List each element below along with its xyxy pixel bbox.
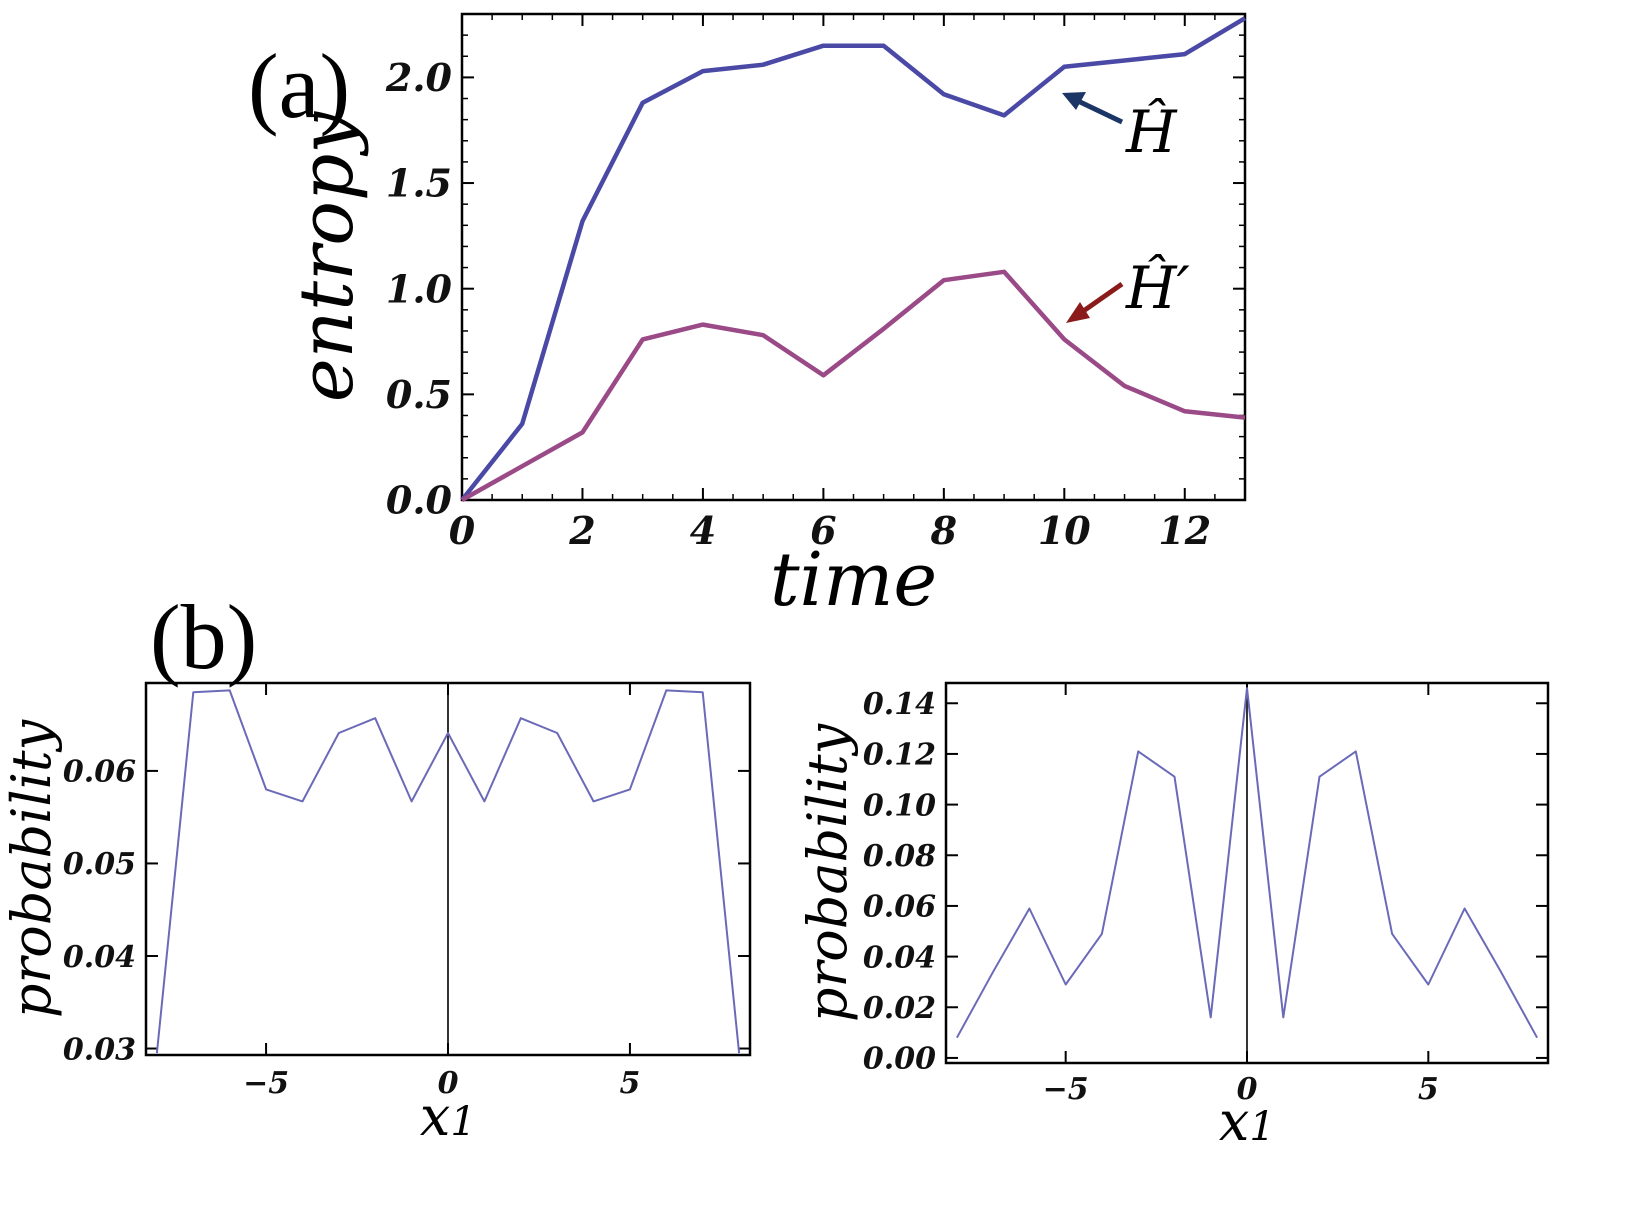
- x-tick-label: 4: [690, 508, 716, 553]
- x-tick-label: 0: [1237, 1072, 1258, 1107]
- y-tick-label: 0.0: [386, 478, 453, 523]
- series-line-1: [155, 689, 741, 1054]
- series-line-2: [460, 269, 1246, 502]
- x-tick-label: 12: [1158, 508, 1211, 553]
- x-tick-label: 10: [1038, 508, 1091, 553]
- probability-chart-right: −5 0 5 0.00 0.02 0.04 0.06 0.08 0.10 0.12 0.14 x1 pr…: [796, 681, 1550, 1153]
- x-tick-label: 2: [568, 508, 595, 553]
- y-tick-label: 0.00: [863, 1042, 936, 1077]
- y-tick-label: 0.14: [863, 687, 936, 722]
- y-tick-label: 0.08: [863, 839, 936, 874]
- entropy-chart: 0 2 4 6 8 10 12 0.0 0.5 1.0 1.5 2.0 time entropy Ĥ Ĥ′: [284, 12, 1247, 623]
- panel-label-a: (a): [248, 35, 350, 137]
- series-line-1: [460, 16, 1247, 502]
- annotation-arrow-Hprime: [1080, 281, 1124, 315]
- y-tick-label: 0.02: [863, 991, 936, 1026]
- y-axis-label: entropy: [284, 111, 370, 402]
- y-tick-label: 0.06: [863, 890, 936, 925]
- y-tick-label: 0.05: [63, 847, 136, 882]
- annotation-label-Hprime: Ĥ′: [1125, 254, 1190, 322]
- x-tick-label: 6: [810, 508, 836, 553]
- y-tick-label: 0.04: [863, 940, 936, 975]
- annotation-arrow-H: [1076, 98, 1124, 125]
- y-tick-label: 0.5: [386, 372, 452, 417]
- x-axis-label: time: [770, 537, 937, 623]
- y-axis-label: probability: [0, 718, 63, 1018]
- y-axis-label: probability: [796, 722, 859, 1022]
- y-tick-label: 2.0: [385, 55, 453, 100]
- y-tick-label: 0.04: [63, 940, 136, 975]
- y-tick-label: 1.0: [386, 266, 453, 311]
- x-axis-label: x1: [1219, 1090, 1275, 1153]
- y-tick-label: 0.06: [63, 755, 136, 790]
- x-tick-label: −5: [1043, 1072, 1089, 1107]
- x-tick-label: −5: [243, 1066, 289, 1101]
- x-tick-label: 5: [619, 1066, 640, 1101]
- probability-chart-left: −5 0 5 0.03 0.04 0.05 0.06 x1 probability: [0, 681, 752, 1148]
- x-tick-label: 0: [438, 1066, 459, 1101]
- y-tick-label: 0.12: [863, 738, 936, 773]
- x-axis-label: x1: [420, 1085, 476, 1148]
- annotation-arrowhead-H: [1062, 92, 1086, 110]
- x-tick-label: 0: [449, 508, 476, 553]
- x-tick-label: 5: [1418, 1072, 1439, 1107]
- y-tick-label: 1.5: [386, 161, 452, 206]
- y-tick-label: 0.03: [63, 1032, 136, 1067]
- series-line-1: [956, 687, 1538, 1039]
- x-tick-label: 8: [930, 508, 957, 553]
- y-tick-label: 0.10: [863, 788, 936, 823]
- panel-label-b: (b): [150, 586, 257, 688]
- annotation-arrowhead-Hprime: [1066, 302, 1090, 323]
- annotation-label-H: Ĥ: [1125, 98, 1178, 166]
